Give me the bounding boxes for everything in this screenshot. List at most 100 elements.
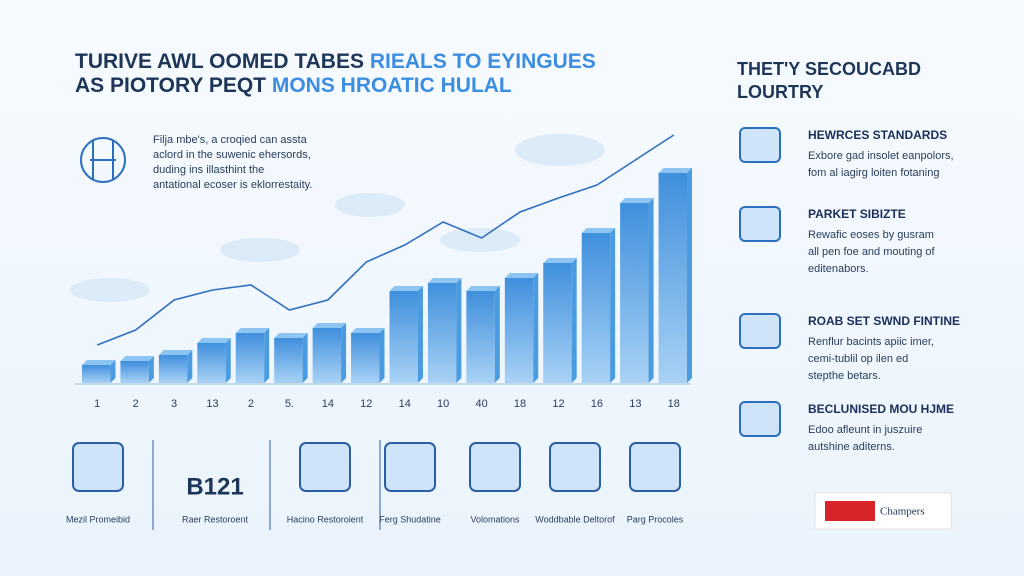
- bar-top: [581, 228, 616, 233]
- bar-top: [197, 338, 231, 343]
- intro-line: Filja mbe's, a croqied can assta: [153, 134, 308, 146]
- icon-label: Woddbable Deltorof: [535, 514, 615, 524]
- bar-front: [158, 355, 188, 383]
- bar-front: [197, 343, 226, 383]
- bar-side: [187, 350, 193, 383]
- bar-top: [504, 273, 539, 278]
- bar-side: [494, 286, 500, 383]
- bar-top: [82, 360, 116, 365]
- item-text: Rewafic eoses by gusram: [808, 229, 934, 241]
- chart: 1 2 3 13 2 5. 14 12 14 10 40 18 12 16 13 18: [82, 134, 692, 410]
- intro: Filja mbe's, a croqied can assta aclord i…: [153, 134, 312, 191]
- clouds: [70, 134, 605, 302]
- bar-side: [610, 228, 616, 383]
- x-tick-label: 16: [591, 398, 603, 410]
- bar-top: [543, 258, 577, 263]
- title-part: RIEALS TO EYINGUES: [370, 50, 596, 73]
- bar-front: [504, 278, 534, 383]
- bar-side: [302, 333, 308, 383]
- x-tick-label: 13: [206, 398, 218, 410]
- title-part: TURIVE AWL OOMED TABES: [75, 50, 364, 73]
- bar-side: [148, 356, 154, 383]
- bar-front: [427, 283, 457, 383]
- bar-front: [351, 333, 380, 383]
- bar-top: [389, 286, 423, 291]
- x-tick-label: 12: [360, 398, 372, 410]
- bar-front: [658, 173, 687, 383]
- bar-top: [351, 328, 385, 333]
- bar-front: [543, 263, 572, 383]
- bar-side: [225, 338, 231, 383]
- bar-front: [581, 233, 611, 383]
- intro-line: duding ins illasthint the: [153, 164, 264, 176]
- x-tick-label: 14: [399, 398, 411, 410]
- logo-mark: [825, 501, 875, 521]
- bar: [312, 323, 347, 383]
- icon: [384, 442, 436, 492]
- bar-front: [466, 291, 495, 383]
- bar-front: [120, 361, 149, 383]
- x-tick-label: 10: [437, 398, 449, 410]
- bar: [620, 198, 654, 383]
- x-tick-label: 5.: [285, 398, 294, 410]
- item-heading: HEWRCES STANDARDS: [808, 128, 947, 142]
- item-text: all pen foe and mouting of: [808, 246, 936, 258]
- icon: [549, 442, 601, 492]
- bar: [351, 328, 385, 383]
- icon-label: Volomations: [470, 514, 520, 524]
- bar: [658, 168, 692, 383]
- icon-row: Mezil Promeibid B121 Raer Restoroent Hacino…: [66, 440, 684, 530]
- logo-text: Champers: [880, 506, 925, 518]
- icon-label: Hacino Restoroient: [287, 514, 364, 524]
- x-tick-label: 18: [514, 398, 526, 410]
- bar: [504, 273, 539, 383]
- x-tick-label: 2: [248, 398, 254, 410]
- item-text: Renflur bacints apiic imer,: [808, 336, 934, 348]
- icon-heading: B121: [186, 473, 243, 500]
- item-text: stepthe betars.: [808, 370, 881, 382]
- title-part: AS PIOTORY PEQT: [75, 74, 266, 97]
- title-line: AS PIOTORY PEQT MONS HROATIC HULAL: [75, 74, 512, 97]
- bar-side: [417, 286, 423, 383]
- x-tick-label: 13: [629, 398, 641, 410]
- item-icon: [739, 127, 781, 163]
- bar-side: [533, 273, 539, 383]
- bar: [158, 350, 193, 383]
- title-line: TURIVE AWL OOMED TABES RIEALS TO EYINGUE…: [75, 50, 596, 73]
- title-part: MONS HROATIC HULAL: [272, 74, 512, 97]
- x-tick-label: 1: [94, 398, 100, 410]
- bar-side: [571, 258, 577, 383]
- item-text: fom al iagirg loiten fotaning: [808, 167, 939, 179]
- bar: [427, 278, 462, 383]
- item-text: cemi-tublil op ilen ed: [808, 353, 908, 365]
- intro-line: antational ecoser is eklorrestaity.: [153, 179, 312, 191]
- icon-label: Raer Restoroent: [182, 514, 249, 524]
- item-text: autshine aditerns.: [808, 441, 895, 453]
- bar-top: [158, 350, 193, 355]
- item-icon: [739, 206, 781, 242]
- intro-line: aclord in the suwenic ehersords,: [153, 149, 311, 161]
- bar-top: [274, 333, 308, 338]
- item-icon: [739, 313, 781, 349]
- bar: [82, 360, 116, 383]
- x-tick-label: 3: [171, 398, 177, 410]
- item-heading: BECLUNISED MOU HJME: [808, 402, 954, 416]
- bar-top: [466, 286, 500, 291]
- x-tick-label: 12: [552, 398, 564, 410]
- bar: [120, 356, 154, 383]
- side-title: LOURTRY: [737, 82, 823, 102]
- x-tick-label: 2: [133, 398, 139, 410]
- bar-front: [274, 338, 303, 383]
- item-text: editenabors.: [808, 263, 869, 275]
- side-list: HEWRCES STANDARDS Exbore gad insolet eanp…: [739, 127, 960, 453]
- bar: [274, 333, 308, 383]
- bar-top: [427, 278, 462, 283]
- x-tick-label: 14: [322, 398, 334, 410]
- icon: [299, 442, 351, 492]
- bar-top: [312, 323, 347, 328]
- bar: [466, 286, 500, 383]
- icon-label: Parg Procoles: [627, 514, 684, 524]
- icon-label: Ferg Shudatine: [379, 514, 441, 524]
- bar-front: [312, 328, 342, 383]
